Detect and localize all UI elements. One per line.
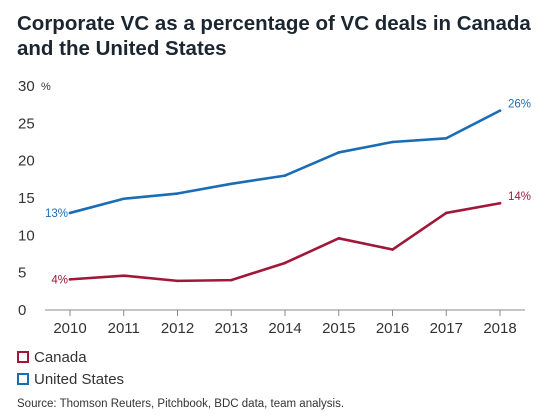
legend-item-canada: Canada (17, 346, 124, 368)
data-point-canada-2014 (283, 261, 287, 265)
data-point-united-states-2017 (444, 136, 448, 140)
data-point-canada-2011 (122, 274, 126, 277)
series-line-canada (68, 201, 502, 283)
data-label-start-united-states: 13% (45, 208, 68, 220)
data-point-canada-2012 (176, 279, 179, 283)
data-point-canada-2010 (68, 278, 72, 281)
x-tick-label-2017: 2017 (430, 320, 463, 337)
data-point-canada-2015 (337, 237, 341, 240)
legend-swatch-united-states (17, 373, 29, 385)
y-tick-label-0: 0 (18, 302, 26, 319)
y-tick-label-30: 30 (18, 78, 35, 95)
data-point-canada-2017 (444, 211, 448, 215)
data-point-united-states-2011 (122, 197, 126, 201)
legend-item-united-states: United States (17, 368, 124, 390)
source-note: Source: Thomson Reuters, Pitchbook, BDC … (17, 398, 345, 410)
x-tick-label-2015: 2015 (322, 320, 355, 337)
legend-label-united-states: United States (34, 370, 125, 388)
data-label-start-canada: 4% (51, 274, 68, 286)
y-tick-label-25: 25 (18, 115, 35, 132)
x-tick-label-2011: 2011 (108, 320, 140, 337)
y-tick-label-5: 5 (18, 265, 26, 282)
x-tick-label-2010: 2010 (53, 320, 86, 337)
legend-label-canada: Canada (34, 348, 87, 366)
series-layer: 4% 14% 13% 26% (45, 99, 531, 287)
y-axis: 0 5 10 15 20 25 30% (18, 78, 51, 319)
data-label-end-united-states: 26% (508, 99, 531, 111)
data-point-united-states-2013 (229, 182, 233, 186)
chart-title: Corporate VC as a percentage of VC deals… (17, 12, 531, 60)
x-tick-label-2013: 2013 (215, 320, 248, 337)
data-point-canada-2013 (229, 278, 233, 282)
y-unit-label: % (41, 81, 51, 93)
x-tick-label-2018: 2018 (483, 320, 516, 337)
x-tick-label-2012: 2012 (161, 320, 194, 337)
x-axis: 2010 2011 2012 2013 2014 2015 2016 2017 2018 (45, 309, 525, 337)
data-label-end-canada: 14% (508, 191, 531, 203)
data-point-united-states-2010 (68, 211, 72, 215)
data-point-canada-2016 (391, 248, 394, 251)
data-point-united-states-2014 (283, 174, 287, 177)
data-point-united-states-2016 (391, 140, 394, 144)
legend-swatch-canada (17, 351, 29, 363)
data-point-united-states-2015 (337, 151, 341, 154)
y-tick-label-20: 20 (18, 153, 35, 170)
y-tick-label-15: 15 (18, 190, 35, 207)
data-point-united-states-2018 (498, 109, 502, 112)
data-point-united-states-2012 (176, 192, 179, 195)
x-tick-label-2016: 2016 (376, 320, 409, 337)
y-tick-label-10: 10 (18, 227, 35, 244)
series-line-united-states (68, 109, 502, 215)
legend: Canada United States (17, 346, 124, 390)
data-point-canada-2018 (498, 201, 502, 205)
x-tick-label-2014: 2014 (268, 320, 301, 337)
